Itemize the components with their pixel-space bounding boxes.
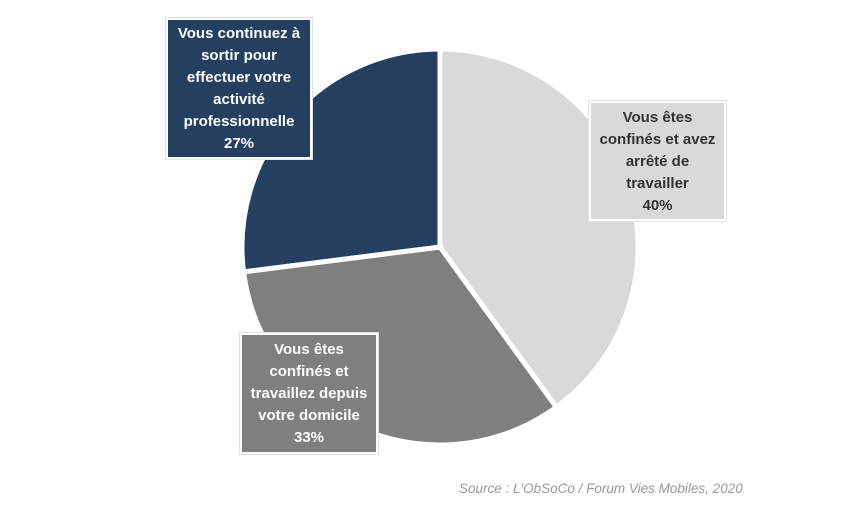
slice-label-sortir-text: Vous continuez à sortir pour effectuer v… xyxy=(177,25,301,130)
slice-label-sortir-value: 27% xyxy=(223,135,255,152)
slice-label-arrete-text: Vous êtes confinés et avez arrêté de tra… xyxy=(599,109,716,192)
slice-label-arrete-value: 40% xyxy=(642,197,673,214)
slice-label-domicile-value: 33% xyxy=(293,429,325,446)
slice-label-domicile: Vous êtes confinés et travaillez depuis … xyxy=(240,333,378,454)
source-note: Source : L'ObSoCo / Forum Vies Mobiles, … xyxy=(459,481,743,496)
slice-label-arrete: Vous êtes confinés et avez arrêté de tra… xyxy=(589,101,726,221)
slice-label-domicile-text: Vous êtes confinés et travaillez depuis … xyxy=(250,341,368,424)
slice-label-sortir: Vous continuez à sortir pour effectuer v… xyxy=(166,18,312,159)
